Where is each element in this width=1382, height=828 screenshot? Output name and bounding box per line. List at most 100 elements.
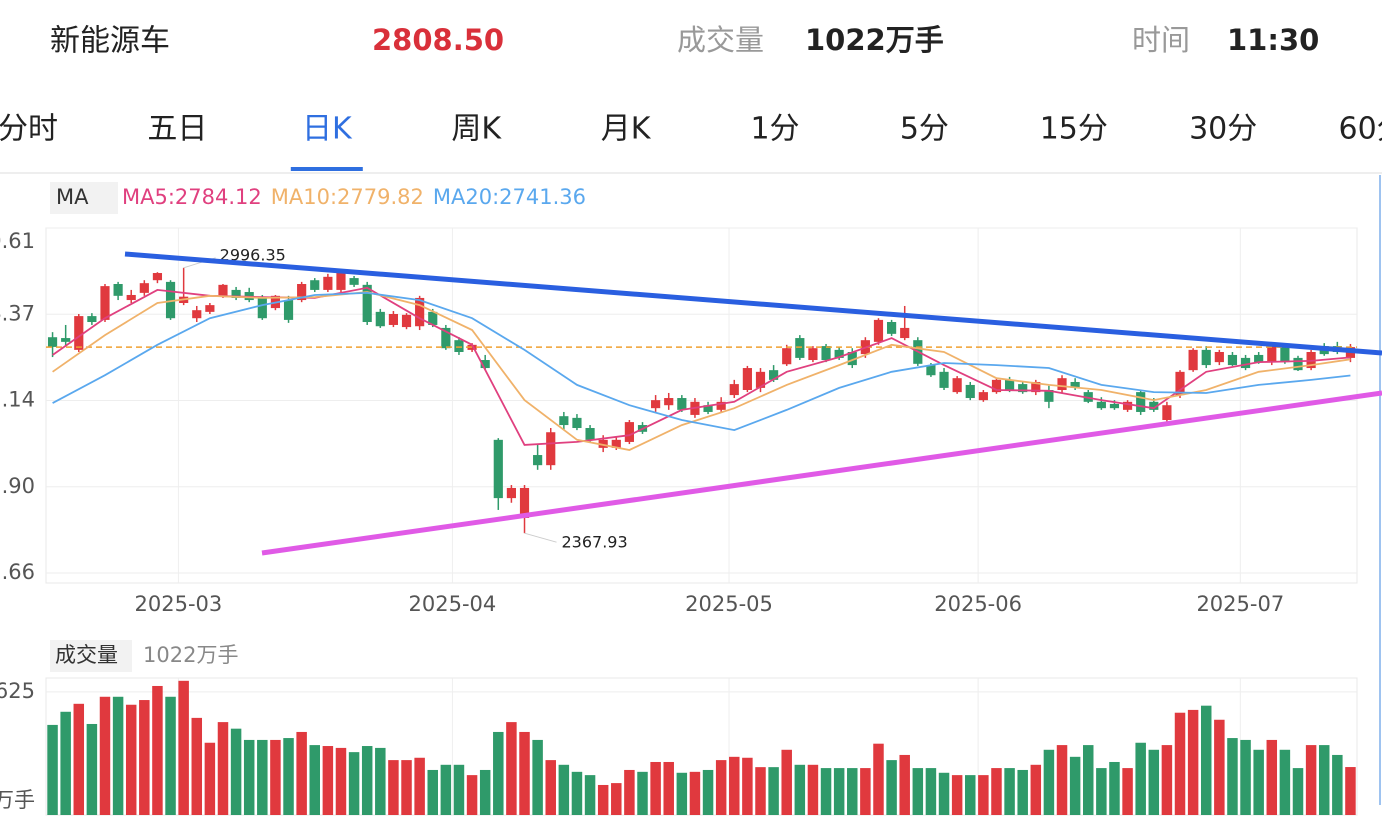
- candle-body: [231, 289, 241, 298]
- volume-bar: [978, 775, 989, 815]
- volume-bar: [60, 711, 71, 815]
- volume-bar: [938, 772, 950, 815]
- candle-body: [978, 392, 988, 401]
- candle-body: [533, 455, 543, 466]
- legend-entry: MA5:2784.12: [122, 185, 262, 209]
- volume-bar: [899, 754, 910, 815]
- volume-bar: [1305, 745, 1317, 815]
- plots: 3090.61 2886.37 2682.14 2477.90 2273.66 2025-…: [0, 227, 1358, 816]
- candle-body: [493, 439, 503, 499]
- volume-bar: [1135, 742, 1146, 815]
- volume-bar: [532, 739, 543, 815]
- tab[interactable]: 30分: [1189, 112, 1257, 147]
- volume-bar: [204, 742, 216, 815]
- volume-bar: [257, 739, 268, 815]
- candle-body: [1227, 354, 1238, 366]
- candle-body: [1267, 344, 1277, 363]
- tab[interactable]: 五日: [147, 112, 207, 147]
- candle-body: [821, 346, 831, 361]
- candle-body: [611, 439, 621, 448]
- tab[interactable]: 周K: [451, 112, 502, 147]
- tab[interactable]: 5分: [900, 112, 949, 147]
- volume-bar: [781, 749, 792, 815]
- index-price: 2808.50: [372, 23, 504, 57]
- candle-body: [677, 398, 687, 410]
- volume-bar: [1030, 764, 1042, 815]
- tab[interactable]: 15分: [1040, 112, 1108, 147]
- volume-bar: [152, 685, 163, 815]
- candle-body: [1070, 381, 1080, 388]
- volume-title-box: [50, 640, 132, 672]
- volume-bar: [1017, 769, 1028, 815]
- candle-body: [1240, 357, 1251, 369]
- volume-bar: [1187, 709, 1199, 815]
- candle-body: [1109, 403, 1120, 409]
- y-tick-label: 2886.37: [0, 301, 35, 325]
- candle-body: [926, 365, 936, 376]
- candle-body: [100, 286, 110, 320]
- volume-bar: [493, 731, 504, 815]
- volume-bar: [309, 745, 320, 815]
- x-tick-label: 2025-03: [135, 592, 223, 616]
- tab[interactable]: 1分: [750, 112, 799, 147]
- tab[interactable]: 日K: [302, 112, 353, 147]
- candle-body: [834, 349, 844, 358]
- candle-body: [441, 327, 451, 349]
- volume-bar: [1227, 738, 1238, 815]
- volume-bar: [624, 769, 635, 815]
- volume-bar: [1096, 768, 1107, 815]
- candle-body: [952, 378, 962, 393]
- trendline-support: [261, 390, 1382, 556]
- volume-bar: [1161, 745, 1173, 815]
- volume-bar: [1240, 739, 1251, 815]
- volume-bar: [689, 771, 701, 815]
- volume-bar: [663, 761, 674, 815]
- candle-body: [900, 327, 910, 339]
- ma-line: [52, 286, 1351, 446]
- volume-bar: [296, 731, 307, 815]
- volume-bar: [925, 768, 937, 815]
- time-label: 时间: [1132, 23, 1190, 57]
- tab[interactable]: 分时: [0, 112, 58, 147]
- candle-body: [152, 273, 163, 281]
- candle-body: [887, 322, 897, 334]
- candle-body: [297, 284, 307, 301]
- candle-body: [139, 283, 149, 293]
- candle-body: [87, 316, 97, 323]
- candle-body: [257, 297, 267, 319]
- volume-bar: [833, 768, 845, 815]
- candle-body: [1175, 371, 1185, 396]
- candle-body: [1162, 405, 1172, 420]
- candle-body: [218, 284, 228, 296]
- tab[interactable]: 60分: [1339, 112, 1382, 147]
- volume-bar: [112, 696, 124, 815]
- volume-bar: [742, 757, 753, 815]
- candle-body: [336, 272, 346, 290]
- candle-body: [283, 300, 294, 320]
- y-tick-label: 2477.90: [0, 474, 35, 498]
- candle-body: [401, 314, 412, 328]
- volume-bar: [217, 722, 229, 815]
- volume-bar: [611, 783, 622, 815]
- volume-bar: [820, 768, 832, 815]
- candle-body: [664, 398, 674, 406]
- volume-bar: [571, 771, 583, 815]
- candle-body: [939, 371, 949, 388]
- ma-line: [52, 291, 1351, 451]
- volume-bar: [755, 767, 766, 815]
- candle-body: [651, 400, 661, 409]
- volume-bar: [1214, 719, 1225, 815]
- index-name: 新能源车: [50, 24, 170, 59]
- candle-body: [729, 384, 739, 396]
- volume-bar: [440, 764, 452, 815]
- candle-body: [113, 284, 123, 296]
- volume-bar: [361, 746, 373, 815]
- volume-bar: [558, 764, 570, 815]
- candle-body: [991, 379, 1002, 393]
- candle-body: [1096, 401, 1106, 409]
- tab[interactable]: 月K: [601, 112, 652, 147]
- y-unit-label: 万手: [0, 788, 35, 812]
- candle-body: [546, 432, 556, 466]
